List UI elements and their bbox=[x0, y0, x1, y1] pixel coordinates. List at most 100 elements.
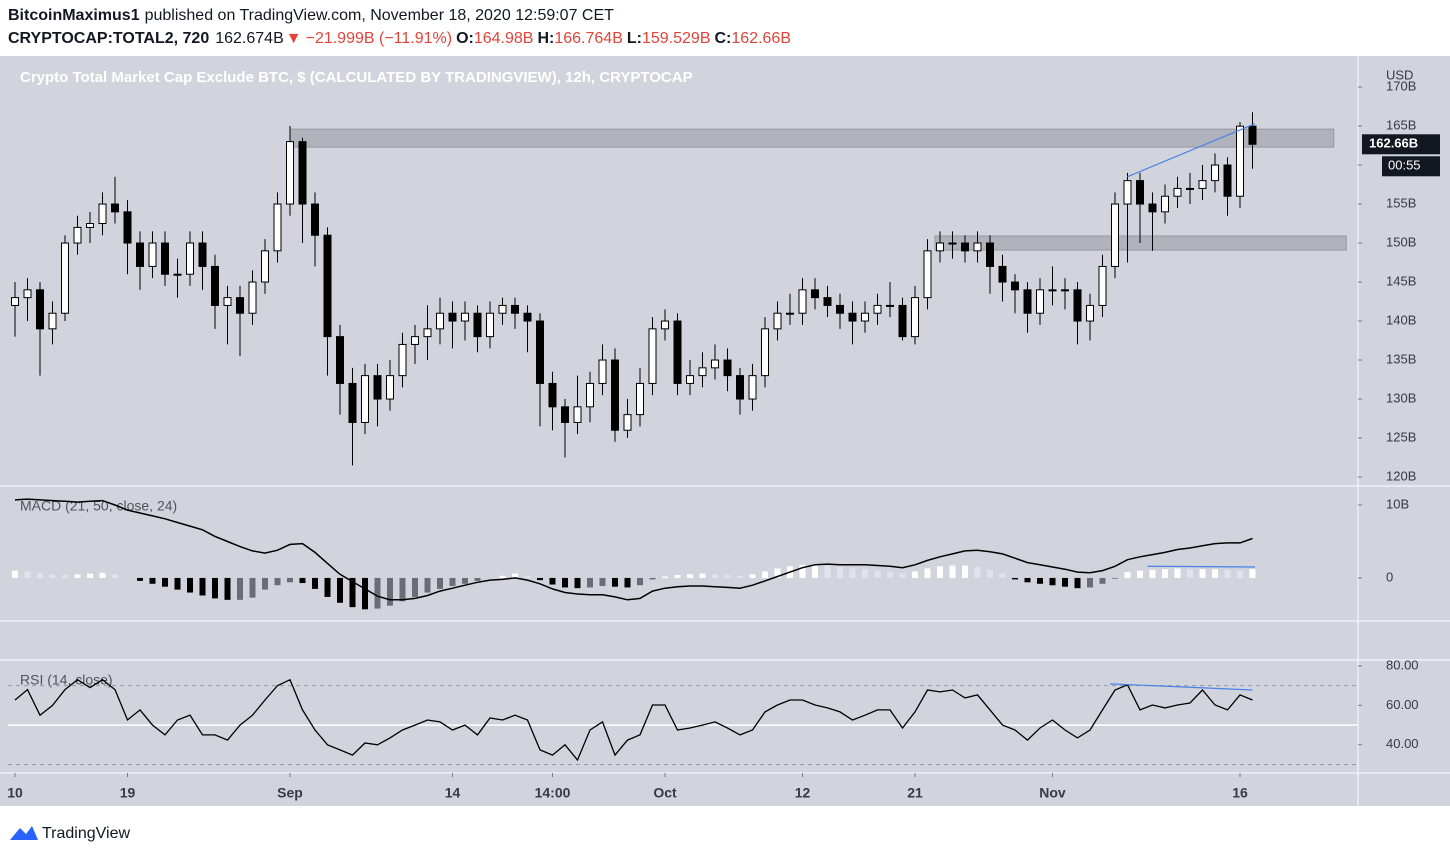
candle-body bbox=[36, 289, 44, 330]
candle-body bbox=[848, 312, 857, 322]
zone bbox=[289, 128, 1335, 148]
histogram-bar bbox=[924, 568, 931, 578]
histogram-bar bbox=[74, 574, 81, 578]
candle-body bbox=[1061, 289, 1069, 292]
candle-body bbox=[236, 297, 244, 314]
histogram-bar bbox=[1124, 572, 1131, 578]
histogram-bar bbox=[862, 569, 868, 578]
candle-body bbox=[161, 242, 169, 275]
histogram-bar bbox=[1174, 568, 1181, 578]
histogram-bar bbox=[112, 574, 118, 578]
histogram-bar bbox=[937, 566, 943, 578]
histogram-bar bbox=[837, 567, 843, 578]
x-tick-label: 16 bbox=[1232, 785, 1248, 801]
candle-body bbox=[173, 273, 182, 276]
x-tick-label: Oct bbox=[653, 785, 677, 801]
histogram-bar bbox=[737, 575, 743, 578]
histogram-bar bbox=[1049, 577, 1056, 586]
histogram-bar bbox=[899, 573, 906, 578]
candle-body bbox=[1211, 164, 1219, 182]
histogram-bar bbox=[824, 565, 831, 578]
logo: TradingView bbox=[10, 825, 130, 842]
candle-body bbox=[361, 375, 369, 423]
y-tick-label: 130B bbox=[1386, 390, 1416, 405]
histogram-bar bbox=[1087, 577, 1093, 588]
header-line: BitcoinMaximus1 published on TradingView.… bbox=[8, 7, 614, 24]
candle-body bbox=[736, 375, 744, 400]
histogram-bar bbox=[724, 575, 731, 578]
candle-body bbox=[936, 242, 944, 252]
candle-body bbox=[1161, 195, 1169, 213]
candle-body bbox=[1148, 203, 1157, 213]
candle-body bbox=[186, 242, 194, 275]
histogram-bar bbox=[1012, 577, 1018, 580]
candle-body bbox=[1248, 125, 1257, 145]
macd-line bbox=[14, 498, 1253, 601]
histogram-bar bbox=[649, 577, 656, 580]
histogram-bar bbox=[987, 569, 993, 578]
histogram-bar bbox=[1024, 577, 1031, 583]
histogram-bar bbox=[237, 577, 243, 600]
candle-body bbox=[61, 242, 69, 314]
candle-body bbox=[711, 359, 719, 369]
candle-body bbox=[873, 304, 882, 314]
candle-body bbox=[273, 203, 282, 252]
candle-body bbox=[1173, 187, 1182, 197]
author: BitcoinMaximus1 bbox=[8, 7, 140, 24]
candle-body bbox=[823, 297, 832, 306]
candle-body bbox=[636, 382, 644, 416]
histogram-bar bbox=[437, 577, 443, 589]
x-tick-label: 14:00 bbox=[535, 785, 571, 801]
countdown: 00:55 bbox=[1388, 158, 1421, 173]
candle-body bbox=[148, 242, 157, 267]
candle-body bbox=[323, 234, 332, 338]
histogram-bar bbox=[849, 568, 856, 578]
candle-body bbox=[686, 375, 694, 384]
histogram-bar bbox=[874, 570, 881, 578]
rsi-line bbox=[14, 678, 1253, 762]
histogram-bar bbox=[249, 577, 256, 598]
plot: 120B125B130B135B140B145B150B155B160B165B… bbox=[7, 67, 1440, 801]
candle-body bbox=[786, 312, 794, 315]
candle-body bbox=[1048, 289, 1057, 292]
x-tick-label: 21 bbox=[907, 785, 923, 801]
y-tick-label: 155B bbox=[1386, 195, 1416, 210]
quote-line: CRYPTOCAP:TOTAL2, 720 162.674B ▼ −21.999B (… bbox=[8, 30, 791, 47]
chart-background bbox=[0, 56, 1450, 806]
histogram-bar bbox=[87, 573, 93, 578]
histogram-bar bbox=[62, 575, 68, 578]
candle-body bbox=[748, 375, 757, 400]
x-tick-label: 10 bbox=[7, 785, 23, 801]
histogram-bar bbox=[612, 577, 618, 587]
histogram-bar bbox=[549, 577, 556, 585]
symbol: CRYPTOCAP:TOTAL2, 720 bbox=[8, 30, 209, 47]
y-tick-label: 60.00 bbox=[1386, 697, 1419, 712]
candle-body bbox=[498, 304, 507, 314]
pane-borders bbox=[0, 56, 1450, 806]
candle-body bbox=[561, 406, 569, 423]
histogram-bar bbox=[587, 577, 593, 588]
pane-title: Crypto Total Market Cap Exclude BTC, $ (… bbox=[20, 69, 693, 86]
c-value: 162.66B bbox=[731, 30, 791, 47]
candle-body bbox=[1036, 289, 1044, 314]
candle-body bbox=[1098, 265, 1107, 306]
candle-body bbox=[298, 141, 307, 205]
histogram-bar bbox=[199, 577, 206, 596]
y-tick-label: 150B bbox=[1386, 234, 1416, 249]
candle-body bbox=[573, 406, 582, 423]
candle-body bbox=[473, 312, 482, 338]
histogram-bar bbox=[137, 577, 143, 581]
y-tick-label: 170B bbox=[1386, 78, 1416, 93]
o-label: O: bbox=[456, 30, 474, 47]
histogram-bar bbox=[99, 572, 106, 578]
published: published on TradingView.com, November 1… bbox=[145, 7, 615, 24]
histogram-bar bbox=[187, 577, 193, 593]
y-tick-label: 125B bbox=[1386, 429, 1416, 444]
histogram-bar bbox=[799, 564, 806, 578]
candle-body bbox=[886, 304, 894, 307]
histogram-bar bbox=[599, 577, 606, 586]
histogram-bar bbox=[149, 577, 156, 584]
candle-body bbox=[198, 242, 207, 267]
candle-body bbox=[373, 375, 382, 400]
